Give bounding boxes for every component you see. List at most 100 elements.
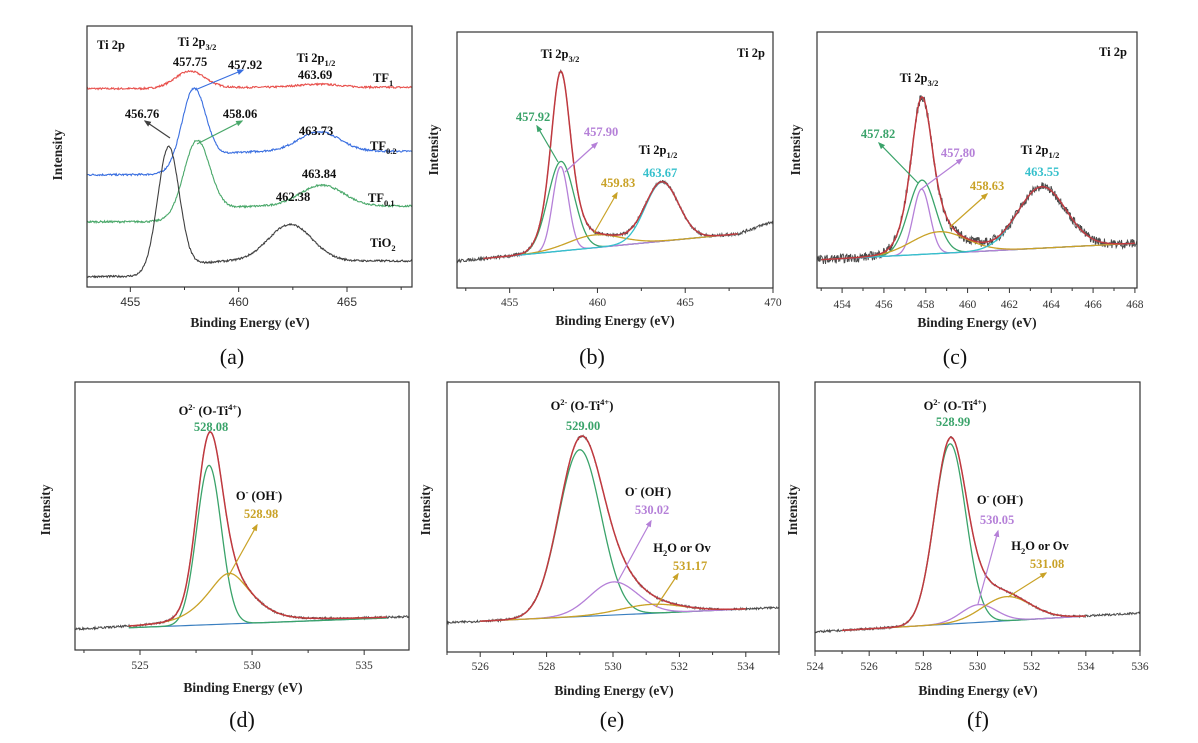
label-text: 531.08: [1030, 557, 1064, 571]
label-text: 531.17: [673, 559, 707, 573]
peak-annotation: TF0.1: [368, 191, 395, 208]
raw-spectrum-line: [817, 95, 1137, 265]
label-text: ): [1019, 493, 1023, 507]
x-tick-label: 465: [337, 295, 357, 309]
y-axis-label: Intensity: [426, 124, 441, 175]
label-text: ): [609, 399, 613, 413]
component-peak-531.17: [480, 603, 746, 622]
x-tick-label: 455: [501, 297, 519, 309]
x-axis-label: Binding Energy (eV): [555, 313, 674, 328]
plot-area: [815, 436, 1140, 634]
panel-d: 525 530 535 Binding Energy (eV) Intensity (d)…: [38, 381, 410, 732]
label-text: TF: [373, 71, 389, 85]
label-text: O: [236, 489, 246, 503]
fit-envelope-line: [480, 435, 746, 622]
plot-area: [817, 95, 1137, 265]
label-text: TiO: [370, 236, 392, 250]
label-text: Ti 2p: [737, 46, 765, 60]
peak-annotation: 457.92: [228, 58, 262, 72]
panel-b: 455 460 465 470 Binding Energy (eV) Intensity…: [426, 31, 782, 369]
superscript: -: [987, 491, 990, 501]
x-tick-label: 462: [1001, 299, 1019, 311]
plot-area: [457, 69, 773, 264]
peak-annotation: 457.75: [173, 55, 207, 69]
panel-label: (c): [943, 344, 967, 369]
label-text: O: [924, 399, 934, 413]
annotation-arrow: [143, 120, 171, 139]
y-axis-label: Intensity: [418, 484, 433, 535]
peak-annotation: O- (OH-): [977, 491, 1023, 507]
label-text: TF: [368, 191, 384, 205]
label-text: ): [237, 404, 241, 418]
x-tick-label: 460: [959, 299, 977, 311]
subscript: 1/2: [1049, 150, 1060, 160]
label-text: (OH: [989, 493, 1016, 507]
label-text: 530.02: [635, 503, 669, 517]
label-text: TF: [370, 139, 386, 153]
x-axis-label: Binding Energy (eV): [918, 683, 1037, 698]
peak-annotation: Ti 2p: [1099, 45, 1127, 59]
peak-annotation: 530.02: [635, 503, 669, 517]
label-text: Ti 2p: [1099, 45, 1127, 59]
label-text: 457.92: [516, 110, 550, 124]
x-tick-label: 526: [472, 661, 490, 673]
x-tick-label: 524: [806, 661, 824, 673]
peak-annotation: 531.08: [1030, 557, 1064, 571]
annotation-arrow: [564, 142, 599, 173]
label-text: 456.76: [125, 107, 159, 121]
component-peak-528.08: [128, 464, 387, 629]
x-tick-label: 532: [671, 661, 689, 673]
subscript: 2: [663, 548, 667, 558]
component-peak-529.00: [480, 449, 746, 622]
label-text: 462.38: [276, 190, 310, 204]
plot-area: [87, 69, 412, 279]
annotation-arrow: [536, 124, 559, 163]
peak-annotation: TiO2: [370, 236, 396, 253]
label-text: 530.05: [980, 513, 1014, 527]
superscript: -: [635, 483, 638, 493]
peak-annotation: 457.80: [941, 146, 975, 160]
label-text: 457.75: [173, 55, 207, 69]
peak-annotation: Ti 2p: [737, 46, 765, 60]
subscript: 1/2: [667, 150, 678, 160]
superscript: 2-: [933, 397, 940, 407]
peak-annotation: 456.76: [125, 107, 159, 121]
peak-annotation: 457.82: [861, 127, 895, 141]
plot-area: [75, 431, 409, 632]
peak-annotation: H2O or Ov: [1011, 539, 1069, 556]
panel-e: 526 528 530 532 534 Binding Energy (eV) Intens…: [418, 381, 780, 732]
x-tick-label: 455: [120, 295, 140, 309]
peak-annotation: TF0.2: [370, 139, 397, 156]
label-text: Ti 2p: [541, 47, 569, 61]
subscript: 2: [1021, 546, 1025, 556]
peak-annotation: Ti 2p1/2: [1021, 143, 1060, 160]
peak-annotation: 463.69: [298, 68, 332, 82]
panel-label: (e): [600, 707, 624, 732]
label-text: O: [551, 399, 561, 413]
x-tick-label: 530: [604, 661, 622, 673]
annotation-arrow: [616, 519, 652, 584]
annotation-arrow: [196, 120, 244, 145]
peak-annotation: 457.92: [516, 110, 550, 124]
subscript: 2: [391, 243, 395, 253]
x-axis-label: Binding Energy (eV): [917, 315, 1036, 330]
peak-annotation: Ti 2p1/2: [297, 51, 336, 68]
label-text: (O-Ti: [567, 399, 600, 413]
label-text: 457.90: [584, 125, 618, 139]
panel-c: 454 456 458 460 462 464 466 468 Binding Energy (…: [788, 31, 1144, 369]
label-text: 457.92: [228, 58, 262, 72]
label-text: Ti 2p: [639, 143, 667, 157]
peak-annotation: 462.38: [276, 190, 310, 204]
x-tick-label: 468: [1126, 299, 1144, 311]
component-peak-463.55: [821, 186, 1135, 261]
label-text: H: [653, 541, 663, 555]
x-tick-label: 470: [764, 297, 782, 309]
component-peak-528.99: [842, 443, 1086, 632]
peak-annotation: TF1: [373, 71, 393, 88]
plot-frame: [816, 31, 1138, 289]
label-text: (OH: [248, 489, 275, 503]
label-text: 463.84: [302, 167, 337, 181]
x-tick-label: 528: [915, 661, 933, 673]
label-text: O: [977, 493, 987, 507]
x-axis-label: Binding Energy (eV): [190, 315, 309, 330]
